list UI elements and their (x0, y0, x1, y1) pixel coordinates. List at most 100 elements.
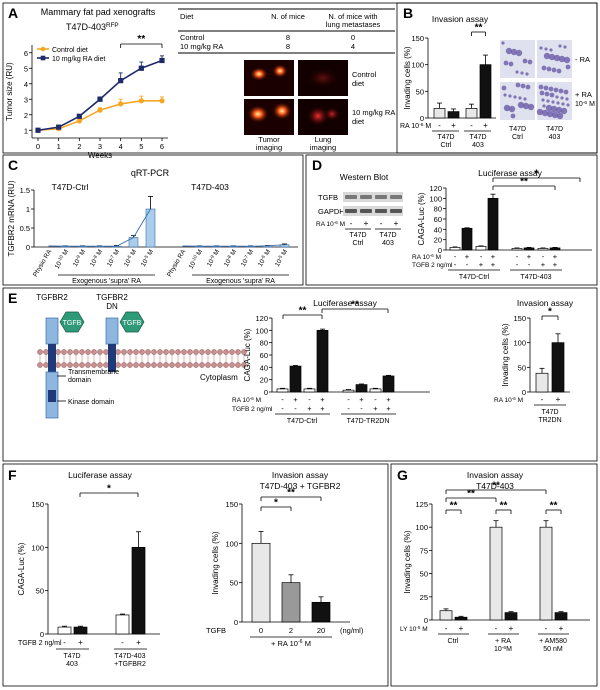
membrane-lipid (193, 349, 199, 355)
panel-border (390, 463, 598, 687)
treatment-sign: + (373, 404, 378, 413)
x-tick-label: 10-6 M (122, 248, 139, 268)
membrane-lipid (133, 362, 139, 368)
invading-cell (527, 59, 533, 65)
image-col-label: imaging (256, 143, 282, 152)
treatment-sign: + (509, 624, 514, 633)
invading-cell (520, 83, 526, 89)
bar (551, 342, 565, 393)
treatment-sign: - (542, 252, 545, 261)
membrane-lipid (55, 349, 61, 355)
membrane-lipid (127, 349, 133, 355)
membrane-lipid (229, 349, 235, 355)
bar (479, 64, 492, 119)
invading-cell (555, 106, 563, 114)
image-col-label: Lung (315, 135, 332, 144)
treatment-sign: + (553, 252, 558, 261)
membrane-lipid (163, 362, 169, 368)
blot-band (390, 195, 402, 199)
membrane-lipid (205, 362, 211, 368)
invading-cell (541, 109, 549, 117)
significance-marker: ** (520, 177, 528, 188)
group-title: T47D-Ctrl (52, 182, 89, 192)
bar (504, 612, 518, 621)
ligand-hexagon (59, 311, 85, 333)
ligand-label: TGFB (63, 320, 82, 327)
treatment-label: RA 10-6 M (316, 220, 345, 229)
image-row-label: + RA (575, 90, 592, 99)
treatment-sign: + (320, 404, 325, 413)
membrane-lipid (43, 362, 49, 368)
membrane-lipid (151, 349, 157, 355)
y-tick-label: 120 (429, 184, 442, 193)
ligand-hexagon (119, 311, 145, 333)
treatment-sign: - (528, 260, 531, 269)
invading-cell (544, 91, 550, 97)
bar (115, 614, 130, 635)
y-tick-label: 4 (24, 80, 28, 89)
significance-marker: ** (475, 23, 483, 34)
x-tick-label: 10-5 M (273, 248, 290, 268)
image-col-label: imaging (310, 143, 336, 152)
invading-cell (542, 104, 546, 108)
treatment-sign: + (459, 624, 464, 633)
group-caption: Exogenous 'supra' RA (206, 278, 275, 285)
x-tick-label: 2 (77, 142, 81, 151)
treatment-sign: - (454, 252, 457, 261)
group-label: 50 nM (543, 646, 563, 653)
dose-label: 0 (259, 626, 263, 635)
y-tick-label: 0 (26, 243, 30, 252)
diagram-label: Cytoplasm (200, 373, 238, 382)
group-label: 10-6M (494, 645, 512, 654)
significance-marker: ** (299, 306, 307, 317)
group-label: Ctrl (448, 638, 459, 645)
x-tick-label: Physio RA (32, 248, 54, 278)
bar (475, 246, 487, 251)
treatment-sign: - (347, 395, 350, 404)
y-axis-label: CAGA-Luc (%) (17, 542, 26, 595)
y-tick-label: 100 (411, 61, 424, 70)
panel-label-D: D (312, 157, 322, 173)
membrane-lipid (145, 349, 151, 355)
bar (537, 248, 549, 251)
invading-cell (556, 101, 560, 105)
treatment-sign: + (394, 219, 399, 228)
significance-marker: ** (500, 501, 508, 512)
bar (131, 546, 146, 635)
x-tick-label: Physio RA (166, 248, 188, 278)
diagram-label: Transmembrane (68, 369, 119, 376)
treatment-sign: + (553, 260, 558, 269)
treatment-sign: + (527, 252, 532, 261)
significance-marker: ** (467, 489, 475, 500)
data-point (159, 98, 165, 104)
y-tick-label: 100 (255, 326, 268, 335)
treatment-sign: - (454, 260, 457, 269)
chart-title: Mammary fat pad xenografts (41, 7, 156, 17)
receptor-dn-transmembrane (108, 344, 116, 372)
invading-cell (505, 47, 513, 55)
treatment-sign: + (491, 260, 496, 269)
y-axis-label: CAGA-Luc (%) (417, 192, 426, 245)
membrane-lipid (67, 349, 73, 355)
treatment-sign: - (545, 624, 548, 633)
membrane-lipid (55, 362, 61, 368)
membrane-lipid (43, 349, 49, 355)
membrane-lipid (91, 362, 97, 368)
treatment-sign: + (386, 404, 391, 413)
invading-cell (548, 53, 556, 61)
y-tick-label: 100 (31, 543, 44, 552)
y-tick-label: 60 (260, 351, 268, 360)
invading-cell (523, 97, 527, 101)
treatment-label: RA 10-6 M (232, 396, 261, 405)
invading-cell (551, 100, 555, 104)
group-label: T47D (349, 232, 366, 239)
treatment-sign: - (438, 121, 441, 130)
bar (289, 365, 302, 393)
y-tick-label: 100 (429, 194, 442, 203)
treatment-sign: - (63, 638, 66, 647)
bar (73, 626, 88, 635)
membrane-lipid (211, 349, 217, 355)
bar (355, 384, 368, 393)
tumor-signal (272, 102, 292, 120)
invading-cell (539, 90, 545, 96)
